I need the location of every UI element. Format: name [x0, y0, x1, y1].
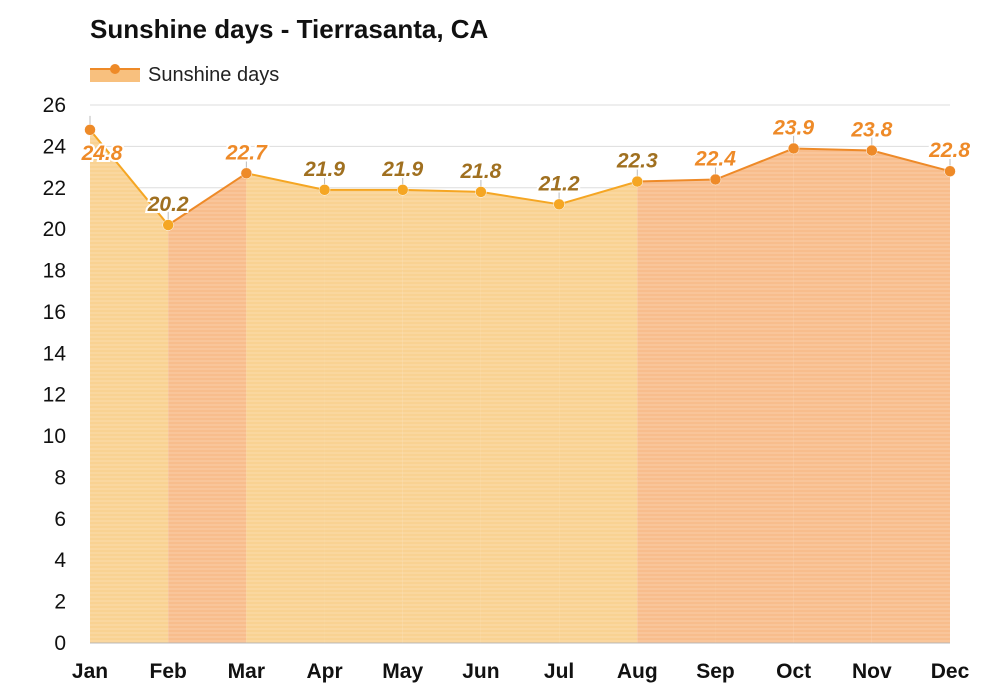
- y-tick-label-6: 6: [54, 508, 66, 531]
- area-texture-Oct: [793, 148, 872, 643]
- data-label-Mar: 22.7: [225, 141, 268, 164]
- y-tick-label-16: 16: [43, 301, 66, 324]
- y-tick-label-0: 0: [54, 632, 66, 655]
- area-texture-Mar: [246, 173, 325, 644]
- y-tick-label-14: 14: [43, 342, 67, 365]
- y-tick-label-2: 2: [54, 591, 66, 614]
- data-point-Jul[interactable]: [553, 198, 565, 211]
- x-tick-label-Apr: Apr: [306, 660, 342, 683]
- data-label-Dec: 22.8: [928, 139, 970, 162]
- series-line-segment-May: [402, 188, 481, 193]
- x-tick-label-Jan: Jan: [72, 660, 108, 683]
- data-label-Feb: 20.2: [147, 193, 189, 216]
- data-label-May: 21.9: [381, 158, 423, 181]
- data-label-Apr: 21.9: [303, 158, 345, 181]
- y-tick-label-4: 4: [54, 549, 66, 572]
- x-tick-label-Nov: Nov: [852, 660, 892, 683]
- data-label-Nov: 23.8: [850, 119, 892, 142]
- data-point-Jun[interactable]: [475, 186, 487, 198]
- legend-swatch: [90, 64, 140, 82]
- data-point-Jan[interactable]: [84, 124, 96, 136]
- x-tick-label-Jul: Jul: [544, 660, 574, 683]
- y-tick-label-12: 12: [43, 384, 66, 407]
- x-tick-label-Jun: Jun: [462, 660, 499, 683]
- area-texture-May: [402, 189, 481, 644]
- data-label-Aug: 22.3: [616, 150, 658, 173]
- y-tick-label-20: 20: [43, 218, 66, 241]
- series-line-segment-Aug: [637, 178, 716, 183]
- x-tick-label-Dec: Dec: [931, 660, 970, 683]
- area-texture-Nov: [871, 150, 950, 643]
- data-point-Oct[interactable]: [787, 142, 800, 155]
- series-line-segment-Nov: [871, 149, 951, 173]
- series-line-segment-Mar: [246, 172, 325, 191]
- data-point-Mar[interactable]: [240, 167, 253, 180]
- x-tick-label-Mar: Mar: [228, 660, 265, 683]
- data-label-Jan: 24.8: [81, 142, 123, 165]
- y-tick-label-10: 10: [43, 425, 66, 448]
- legend-label: Sunshine days: [148, 63, 280, 86]
- series-line-segment-Jul: [558, 180, 638, 206]
- area-texture-Aug: [637, 179, 716, 643]
- x-tick-label-Oct: Oct: [776, 660, 811, 683]
- data-point-Apr[interactable]: [318, 184, 331, 196]
- data-point-Sep[interactable]: [709, 173, 722, 186]
- legend[interactable]: Sunshine days: [90, 62, 279, 88]
- data-point-Dec[interactable]: [944, 165, 956, 177]
- data-point-Nov[interactable]: [866, 144, 878, 157]
- data-point-Aug[interactable]: [631, 175, 644, 188]
- chart-title: Sunshine days - Tierrasanta, CA: [90, 14, 489, 44]
- data-label-Sep: 22.4: [694, 147, 736, 170]
- series-line-segment-Oct: [793, 147, 872, 152]
- area-texture-Sep: [715, 148, 794, 643]
- series-line-segment-Sep: [715, 147, 795, 181]
- area-texture-Jun: [480, 191, 560, 643]
- x-tick-label-Sep: Sep: [696, 660, 735, 683]
- x-tick-label-Aug: Aug: [617, 660, 658, 683]
- y-tick-label-22: 22: [43, 177, 66, 200]
- data-point-May[interactable]: [396, 184, 409, 196]
- y-tick-label-18: 18: [43, 260, 66, 283]
- x-tick-label-May: May: [382, 660, 423, 683]
- area-texture-Apr: [324, 189, 403, 644]
- data-label-Jun: 21.8: [459, 160, 501, 183]
- series-line-segment-Jan: [89, 129, 169, 226]
- data-label-Jul: 21.2: [538, 172, 580, 195]
- y-tick-label-24: 24: [43, 135, 67, 158]
- y-tick-label-8: 8: [54, 466, 66, 489]
- series-line-segment-Feb: [167, 172, 247, 226]
- data-label-Oct: 23.9: [772, 116, 814, 139]
- data-point-Feb[interactable]: [162, 219, 174, 231]
- series-line-segment-Jun: [480, 190, 560, 206]
- x-tick-label-Feb: Feb: [150, 660, 187, 683]
- area-texture-Feb: [168, 173, 247, 644]
- y-tick-label-26: 26: [43, 94, 66, 117]
- area-texture-Jul: [559, 181, 638, 644]
- area-texture-Jan: [90, 129, 169, 644]
